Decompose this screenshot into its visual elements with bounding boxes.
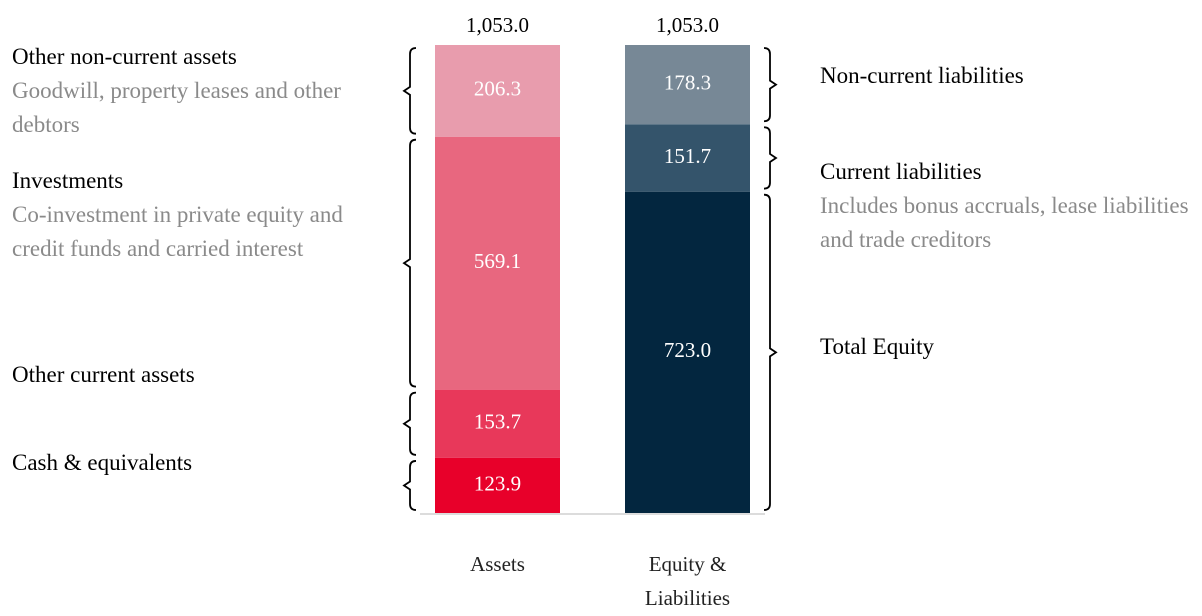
data-label: 123.9 [474, 471, 521, 495]
bracket [402, 138, 417, 388]
total-label: 1,053.0 [466, 13, 529, 37]
data-label: 151.7 [664, 144, 711, 168]
data-label: 206.3 [474, 77, 521, 101]
bar-segment [435, 45, 560, 137]
bar-segment [435, 136, 560, 390]
data-label: 178.3 [664, 70, 711, 94]
segment-description: Co-investment in private equity and cred… [12, 202, 343, 261]
x-tick-label: Assets [470, 552, 525, 576]
bracket [763, 193, 778, 511]
x-tick-label: Equity & Liabilities [644, 552, 731, 610]
total-label: 1,053.0 [656, 13, 719, 37]
bar-segment [435, 457, 560, 513]
bar-segment [625, 124, 750, 192]
segment-title: Total Equity [820, 334, 935, 359]
data-label: 723.0 [664, 338, 711, 362]
segment-title: Other non-current assets [12, 44, 237, 69]
bar-segment [625, 191, 750, 513]
segment-title: Non-current liabilities [820, 63, 1024, 88]
segment-description: Includes bonus accruals, lease liabiliti… [820, 193, 1189, 252]
bracket [402, 47, 417, 135]
bracket [402, 460, 417, 511]
bar-segment [625, 45, 750, 125]
segment-title: Other current assets [12, 362, 195, 387]
data-label: 569.1 [474, 249, 521, 273]
segment-description: Goodwill, property leases and other debt… [12, 78, 341, 137]
data-label: 153.7 [474, 410, 521, 434]
segment-title: Investments [12, 168, 124, 193]
bracket [763, 47, 778, 123]
segment-title: Current liabilities [820, 159, 982, 184]
bracket [763, 126, 778, 190]
bar-segment [435, 389, 560, 458]
bracket [402, 391, 417, 456]
segment-title: Cash & equivalents [12, 450, 193, 475]
